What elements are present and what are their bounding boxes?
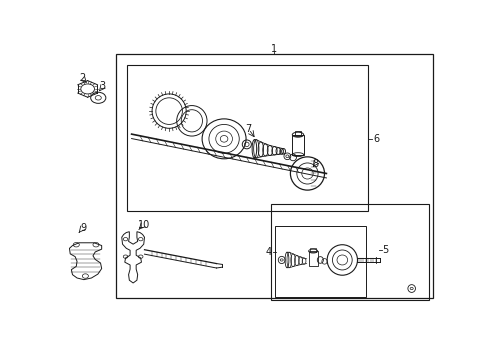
Bar (116, 54, 432, 298)
Text: 8: 8 (311, 159, 318, 169)
Bar (275, 226, 366, 297)
Text: 4: 4 (265, 247, 271, 257)
Bar (271, 204, 428, 300)
Text: 9: 9 (80, 222, 86, 233)
Bar (310, 248, 315, 252)
Text: 2: 2 (79, 73, 85, 82)
Bar (127, 66, 367, 211)
Text: 6: 6 (373, 134, 379, 144)
Bar (308, 251, 317, 266)
Text: 7: 7 (245, 124, 251, 134)
Text: 10: 10 (137, 220, 149, 230)
Bar (292, 135, 303, 155)
Text: 3: 3 (100, 81, 106, 91)
Bar (294, 131, 301, 135)
Text: 1: 1 (270, 44, 277, 54)
Text: 5: 5 (381, 245, 387, 255)
